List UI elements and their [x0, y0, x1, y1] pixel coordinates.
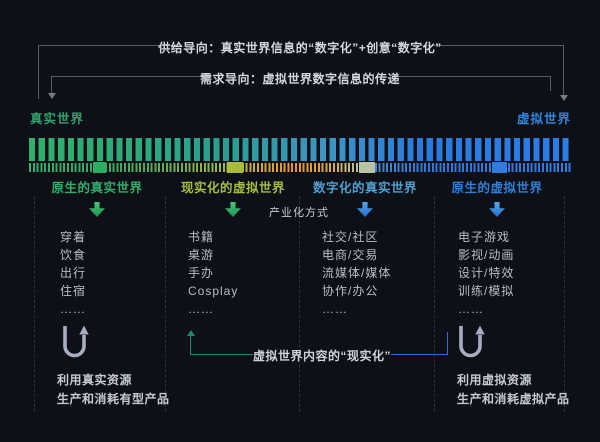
list-item: ……	[188, 302, 214, 316]
demand-annotation: 需求导向：虚拟世界数字信息的传递	[199, 72, 401, 86]
list-realized-virtual: 书籍 桌游 手办 Cosplay ……	[188, 228, 238, 318]
column-separator	[165, 196, 166, 412]
demand-bracket-drop-left	[51, 76, 52, 93]
down-arrow-icon	[489, 202, 505, 217]
list-native-real: 穿着 饮食 出行 住宿 ……	[60, 228, 86, 318]
spectrum-main-bar	[29, 138, 572, 161]
column-separator	[434, 196, 435, 412]
down-arrow-icon	[89, 202, 105, 217]
real-world-label: 真实世界	[30, 112, 85, 126]
native-virtual-marker	[492, 162, 507, 173]
list-digitized-real: 社交/社区 电商/交易 流媒体/媒体 协作/办公 ……	[322, 228, 391, 318]
list-item: 手办	[188, 266, 215, 280]
down-arrow-icon	[357, 202, 373, 217]
realization-bracket-rise-right	[447, 332, 448, 355]
supply-bracket-drop-left	[38, 45, 39, 99]
list-item: 电子游戏	[458, 230, 511, 244]
list-item: 社交/社区	[322, 230, 379, 244]
spectrum-scale-bar-stripes	[29, 163, 572, 172]
spectrum-main-bar-stripes	[29, 138, 572, 161]
footer-line: 生产和消耗有型产品	[57, 392, 170, 406]
footer-line: 利用虚拟资源	[457, 373, 533, 387]
list-item: 设计/特效	[458, 266, 515, 280]
column-separator	[299, 196, 300, 412]
realized-virtual-marker	[227, 162, 243, 173]
list-item: 桌游	[188, 248, 215, 262]
realization-arrowhead-icon	[187, 330, 195, 336]
column-title-native-real: 原生的真实世界	[51, 181, 143, 195]
uturn-arrow-icon	[59, 325, 90, 366]
digitized-real-marker	[359, 162, 375, 173]
list-item: 协作/办公	[322, 284, 379, 298]
list-item: ……	[458, 302, 484, 316]
supply-arrowhead-icon	[560, 95, 568, 101]
list-item: ……	[60, 302, 86, 316]
footer-line: 利用真实资源	[57, 373, 133, 387]
industrialization-label: 产业化方式	[269, 207, 329, 219]
realization-label: 虚拟世界内容的“现实化”	[252, 349, 392, 363]
column-separator	[34, 196, 35, 412]
realization-bracket-line-right	[391, 354, 448, 355]
realization-bracket-line-left	[190, 354, 253, 355]
column-title-native-virtual: 原生的虚拟世界	[451, 181, 543, 195]
supply-bracket-drop-right	[563, 45, 564, 95]
column-title-digitized-real: 数字化的真实世界	[312, 181, 418, 195]
footer-virtual: 利用虚拟资源 生产和消耗虚拟产品	[457, 371, 570, 409]
down-arrow-icon	[225, 202, 241, 217]
native-real-marker	[93, 162, 106, 173]
list-item: 流媒体/媒体	[322, 266, 392, 280]
virtual-world-label: 虚拟世界	[516, 112, 571, 126]
list-item: 住宿	[60, 284, 87, 298]
supply-annotation: 供给导向：真实世界信息的“数字化”+创意“数字化”	[158, 41, 442, 55]
list-item: 电商/交易	[322, 248, 379, 262]
spectrum-scale-bar	[29, 163, 572, 172]
list-item: 穿着	[60, 230, 87, 244]
realization-bracket-rise-left	[190, 336, 191, 355]
list-item: 饮食	[60, 248, 87, 262]
list-item: 影视/动画	[458, 248, 515, 262]
supply-bracket-line-left	[38, 45, 178, 46]
footer-real: 利用真实资源 生产和消耗有型产品	[57, 371, 170, 409]
list-item: 书籍	[188, 230, 215, 244]
list-item: 训练/模拟	[458, 284, 515, 298]
list-item: 出行	[60, 266, 87, 280]
list-native-virtual: 电子游戏 影视/动画 设计/特效 训练/模拟 ……	[458, 228, 514, 318]
column-separator	[564, 196, 565, 412]
demand-arrowhead-icon	[48, 93, 56, 99]
column-title-realized-virtual: 现实化的虚拟世界	[180, 181, 286, 195]
uturn-arrow-icon	[455, 325, 486, 366]
footer-line: 生产和消耗虚拟产品	[457, 392, 570, 406]
demand-bracket-line-right	[395, 76, 551, 77]
supply-bracket-line-right	[422, 45, 564, 46]
demand-bracket-drop-right	[550, 76, 551, 91]
list-item: Cosplay	[188, 284, 239, 298]
demand-bracket-line-left	[51, 76, 205, 77]
list-item: ……	[322, 302, 348, 316]
